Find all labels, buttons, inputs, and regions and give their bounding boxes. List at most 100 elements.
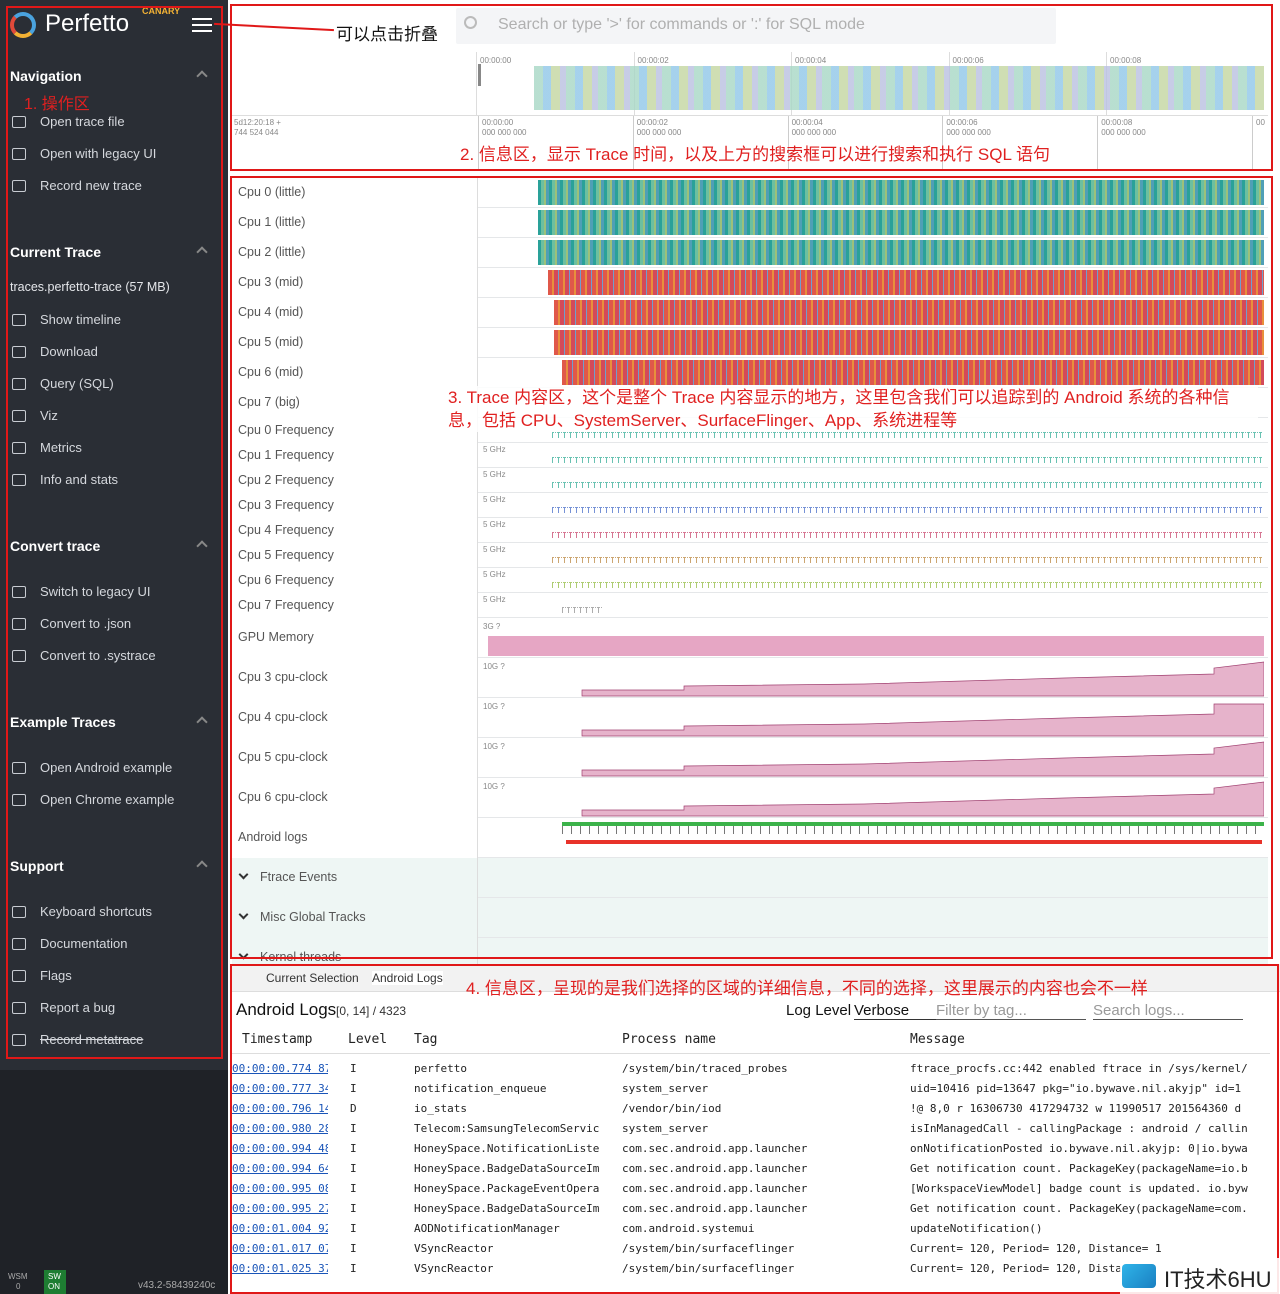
menu-item[interactable]: Open trace file [40,114,125,129]
arrow [214,22,334,32]
track-name[interactable]: Cpu 0 Frequency [238,422,334,437]
overview-tick: 00:00:02 [637,56,669,65]
track-row: Android logs [232,818,1268,858]
log-cell: io_stats [414,1102,467,1115]
menu-item[interactable]: Metrics [40,440,82,455]
log-cell: I [350,1262,357,1275]
track-name[interactable]: Cpu 7 (big) [238,395,300,409]
track-name[interactable]: Misc Global Tracks [260,910,366,924]
log-cell: I [350,1142,357,1155]
track-shell [232,388,478,418]
log-cell: 00:00:01.004 92 [232,1222,328,1235]
track-name[interactable]: Cpu 4 cpu-clock [238,710,328,724]
track-name[interactable]: GPU Memory [238,630,314,644]
track-name[interactable]: Cpu 5 (mid) [238,335,304,349]
track-shell [232,518,478,543]
section-title[interactable]: Current Trace [10,244,102,260]
track-name[interactable]: Cpu 2 Frequency [238,472,334,487]
track-name[interactable]: Cpu 4 Frequency [238,522,334,537]
log-cell: !@ 8,0 r 16306730 417294732 w 11990517 2… [910,1102,1242,1115]
log-search[interactable]: Search logs... [1093,1002,1243,1020]
freq-line [552,457,1262,463]
track-name[interactable]: Cpu 2 (little) [238,245,306,259]
tab[interactable]: Current Selection [266,971,359,985]
menu-item[interactable]: Info and stats [40,472,119,487]
log-cell: /system/bin/surfaceflinger [622,1262,795,1275]
range: [0, 14] / 4323 [336,1004,407,1018]
freq-line [552,557,1262,563]
log-marks [562,822,1264,834]
track-name[interactable]: Ftrace Events [260,870,338,884]
search-box[interactable]: Search or type '>' for commands or ':' f… [456,8,1056,44]
item-icon [12,762,26,774]
track-name[interactable]: Cpu 6 Frequency [238,572,334,587]
menu-item[interactable]: Keyboard shortcuts [40,904,153,919]
menu-item[interactable]: Show timeline [40,312,121,327]
sw-state: ON [48,1282,60,1291]
item-icon [12,378,26,390]
track-name[interactable]: Cpu 3 cpu-clock [238,670,328,684]
overview-tick: 00:00:08 [1110,56,1142,65]
menu-item[interactable]: Convert to .json [40,616,132,631]
sw-badge: SW ON [44,1270,66,1294]
track-row: Cpu 1 Frequency 5 GHz [232,443,1268,468]
track-name[interactable]: Cpu 1 Frequency [238,447,334,462]
track-name[interactable]: Cpu 3 Frequency [238,497,334,512]
menu-button[interactable] [192,18,212,32]
menu-item[interactable]: Report a bug [40,1000,116,1015]
section-title[interactable]: Example Traces [10,714,116,730]
track-name[interactable]: Cpu 1 (little) [238,215,306,229]
log-cell: /vendor/bin/iod [622,1102,722,1115]
menu-item[interactable]: Record new trace [40,178,142,193]
track-name[interactable]: Cpu 0 (little) [238,185,306,199]
track-name[interactable]: Cpu 7 Frequency [238,597,334,612]
menu-item[interactable]: Viz [40,408,58,423]
counter-area [581,781,1264,817]
menu-item[interactable]: Open with legacy UI [40,146,157,161]
item-icon [12,148,26,160]
tab[interactable]: Android Logs [372,971,443,985]
track-name[interactable]: Cpu 4 (mid) [238,305,304,319]
log-cell: com.sec.android.app.launcher [622,1182,808,1195]
cpu-slices [538,240,1264,265]
menu-item[interactable]: Switch to legacy UI [40,584,151,599]
menu-item[interactable]: Open Chrome example [40,792,175,807]
log-cell: HoneySpace.NotificationListe [414,1142,600,1155]
item-icon [12,1002,26,1014]
track-name[interactable]: Kernel threads [260,950,342,964]
track-row: Cpu 4 Frequency 5 GHz [232,518,1268,543]
log-cell: 00:00:00.774 87 [232,1062,328,1075]
menu-item[interactable]: Flags [40,968,72,983]
ruler-tick: 000 000 000 [636,128,682,137]
section-title[interactable]: Support [10,858,64,874]
menu-item[interactable]: Record metatrace [40,1032,144,1047]
menu-item[interactable]: Download [40,344,98,359]
menu-item[interactable]: Documentation [40,936,128,951]
ruler-tick-line [1252,116,1253,170]
track-name[interactable]: Android logs [238,830,308,844]
tag-filter[interactable]: Filter by tag... [936,1002,1086,1020]
menu-item[interactable]: Convert to .systrace [40,648,156,663]
collapse-arrow [196,246,208,258]
log-cell: uid=10416 pid=13647 pkg="io.bywave.nil.a… [910,1082,1242,1095]
overview-tick: 00:00:06 [952,56,984,65]
track-shell [232,738,478,778]
menu-item[interactable]: Open Android example [40,760,173,775]
section-title[interactable]: Convert trace [10,538,101,554]
overview-tick: 00:00:00 [480,56,512,65]
item-icon [12,314,26,326]
track-name[interactable]: Cpu 3 (mid) [238,275,304,289]
track-row: Cpu 6 Frequency 5 GHz [232,568,1268,593]
track-name[interactable]: Cpu 6 cpu-clock [238,790,328,804]
track-name[interactable]: Cpu 5 Frequency [238,547,334,562]
track-name[interactable]: Cpu 6 (mid) [238,365,304,379]
section-title[interactable]: Navigation [10,68,82,84]
item-icon [12,906,26,918]
menu-item[interactable]: Query (SQL) [40,376,114,391]
item-icon [12,346,26,358]
column-header: Process name [622,1032,716,1047]
log-cell: I [350,1242,357,1255]
track-name[interactable]: Cpu 5 cpu-clock [238,750,328,764]
log-cell: I [350,1202,357,1215]
log-level[interactable]: Verbose [854,1002,954,1020]
